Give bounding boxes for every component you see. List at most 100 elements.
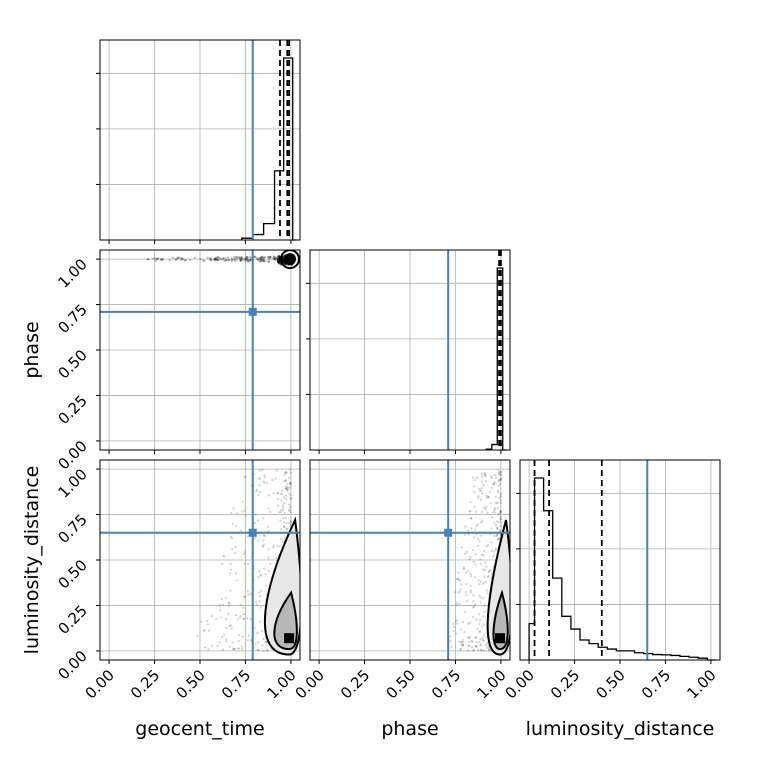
sample-point [248, 255, 252, 259]
sample-point [278, 545, 281, 548]
sample-point [267, 256, 270, 259]
sample-point [479, 596, 482, 599]
sample-point [262, 516, 265, 520]
sample-point [494, 476, 497, 479]
x-tick-label: 1.00 [683, 666, 719, 702]
scatter-panel-geocent_time-vs-phase [96, 249, 301, 454]
sample-point [483, 623, 486, 626]
sample-point [462, 644, 465, 647]
sample-point [246, 260, 249, 263]
sample-point [494, 548, 497, 552]
x-tick-label: 0.25 [547, 666, 583, 702]
sample-point [280, 499, 283, 502]
sample-point [455, 618, 458, 621]
sample-point [289, 511, 292, 514]
sample-point [285, 471, 288, 474]
sample-point [259, 574, 262, 577]
sample-point [242, 606, 245, 609]
sample-point [473, 485, 476, 488]
sample-point [267, 525, 270, 528]
sample-point [499, 524, 502, 528]
sample-point [266, 644, 269, 647]
sample-point [499, 473, 503, 476]
sample-point [456, 578, 459, 581]
sample-point [468, 644, 471, 647]
sample-point [480, 649, 483, 652]
sample-point [243, 475, 246, 478]
sample-point [470, 527, 473, 530]
sample-point [271, 478, 274, 482]
sample-point [470, 516, 473, 520]
sample-point [277, 260, 280, 263]
x-tick-label: 0.75 [638, 666, 674, 702]
sample-point [282, 516, 285, 520]
sample-point [477, 648, 480, 651]
sample-point [241, 258, 245, 261]
sample-point [499, 511, 502, 515]
sample-point [240, 615, 243, 618]
sample-point [483, 506, 486, 510]
sample-point [495, 533, 498, 536]
sample-point [233, 551, 237, 554]
sample-point [284, 516, 288, 519]
sample-point [499, 493, 502, 496]
sample-point [223, 555, 226, 558]
sample-point [497, 512, 500, 516]
sample-point [285, 528, 289, 531]
sample-point [266, 648, 269, 651]
sample-point [238, 256, 241, 259]
sample-point [277, 504, 280, 507]
sample-point [256, 519, 260, 522]
sample-point [492, 534, 496, 538]
sample-point [241, 510, 244, 513]
sample-point [241, 635, 244, 638]
sample-points [447, 469, 510, 656]
sample-point [146, 257, 149, 261]
sample-point [261, 469, 264, 472]
sample-point [492, 483, 495, 486]
sample-point [486, 575, 489, 578]
sample-point [485, 643, 488, 647]
sample-point [234, 259, 237, 263]
sample-point [472, 536, 475, 539]
sample-point [288, 503, 291, 506]
sample-point [243, 562, 246, 565]
sample-point [478, 631, 482, 634]
sample-point [273, 256, 277, 260]
sample-point [465, 550, 469, 553]
sample-point [261, 629, 264, 633]
sample-point [464, 552, 467, 555]
sample-point [499, 511, 502, 514]
sample-point [267, 569, 270, 573]
sample-point [246, 535, 249, 538]
sample-point [263, 534, 266, 538]
sample-point [280, 493, 284, 496]
sample-point [218, 256, 221, 260]
sample-point [263, 476, 266, 479]
sample-point [235, 257, 239, 261]
sample-point [225, 638, 228, 641]
sample-point [489, 569, 492, 572]
sample-point [286, 486, 289, 489]
sample-point [219, 616, 223, 619]
sample-point [273, 258, 277, 261]
sample-point [478, 583, 481, 586]
sample-point [481, 636, 484, 639]
sample-point [284, 487, 287, 490]
sample-point [244, 475, 247, 478]
sample-point [282, 479, 286, 483]
sample-point [174, 258, 178, 261]
sample-point [212, 258, 216, 261]
sample-point [275, 469, 278, 472]
sample-point [481, 638, 485, 642]
sample-point [493, 521, 496, 524]
sample-point [459, 648, 462, 652]
sample-point [232, 507, 235, 510]
sample-point [262, 539, 265, 542]
sample-point [236, 647, 239, 650]
sample-point [484, 508, 487, 511]
sample-point [151, 257, 155, 260]
density-peak [284, 633, 295, 644]
sample-point [242, 613, 246, 616]
sample-point [475, 476, 478, 479]
